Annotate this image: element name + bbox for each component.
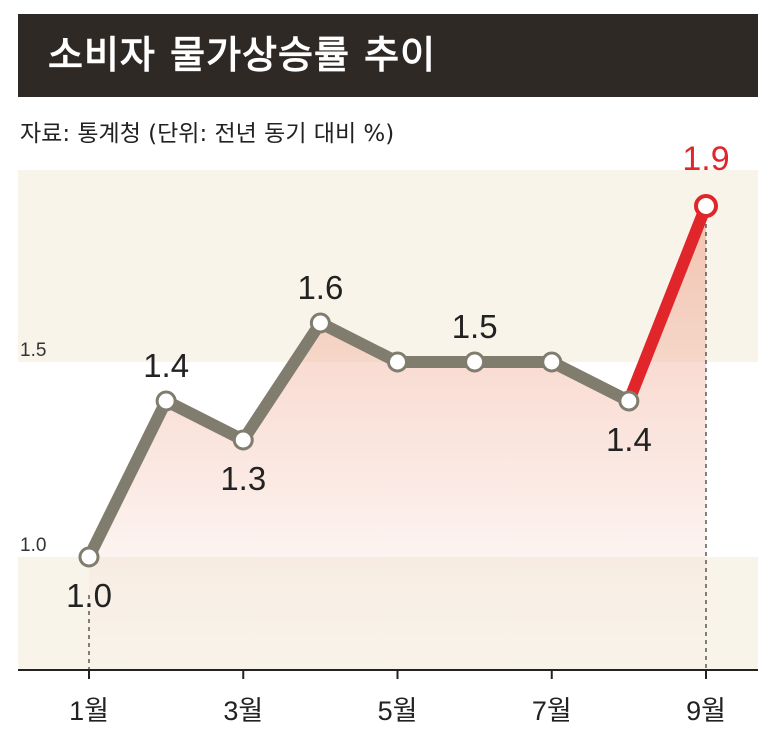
data-label: 1.3: [220, 460, 266, 497]
data-point: [78, 546, 100, 568]
band-upper: [18, 170, 758, 362]
data-point: [155, 390, 177, 412]
line-segment: [160, 395, 250, 446]
area-fill: [89, 206, 706, 670]
y-tick-label: 1.5: [20, 340, 46, 361]
y-tick-label: 1.0: [20, 535, 46, 556]
line-segment-highlight: [622, 200, 712, 407]
source-note: 자료: 통계청 (단위: 전년 동기 대비 %): [20, 121, 395, 147]
data-label: 1.9: [682, 140, 729, 178]
data-point-highlight: [694, 194, 718, 218]
data-label: 1.5: [452, 308, 498, 345]
data-label: 1.6: [297, 269, 343, 306]
data-point: [232, 429, 254, 451]
chart-title: 소비자 물가상승률 추이: [48, 33, 437, 77]
data-label: 1.0: [66, 577, 112, 614]
line-segment: [545, 356, 635, 407]
data-label: 1.4: [606, 421, 652, 458]
x-tick-label: 7월: [532, 696, 572, 726]
data-label: 1.4: [143, 347, 189, 384]
line-segment: [237, 317, 327, 446]
data-point: [309, 312, 331, 334]
x-tick-label: 3월: [223, 696, 263, 726]
data-point: [618, 390, 640, 412]
data-point: [464, 351, 486, 373]
x-tick-label: 5월: [378, 696, 418, 726]
line-segment: [314, 317, 404, 368]
data-point: [541, 351, 563, 373]
line-segment: [83, 395, 173, 563]
x-tick-label: 1월: [69, 696, 109, 726]
title-bar: 소비자 물가상승률 추이: [18, 14, 758, 97]
x-tick-label: 9월: [686, 696, 726, 726]
data-point: [387, 351, 408, 373]
